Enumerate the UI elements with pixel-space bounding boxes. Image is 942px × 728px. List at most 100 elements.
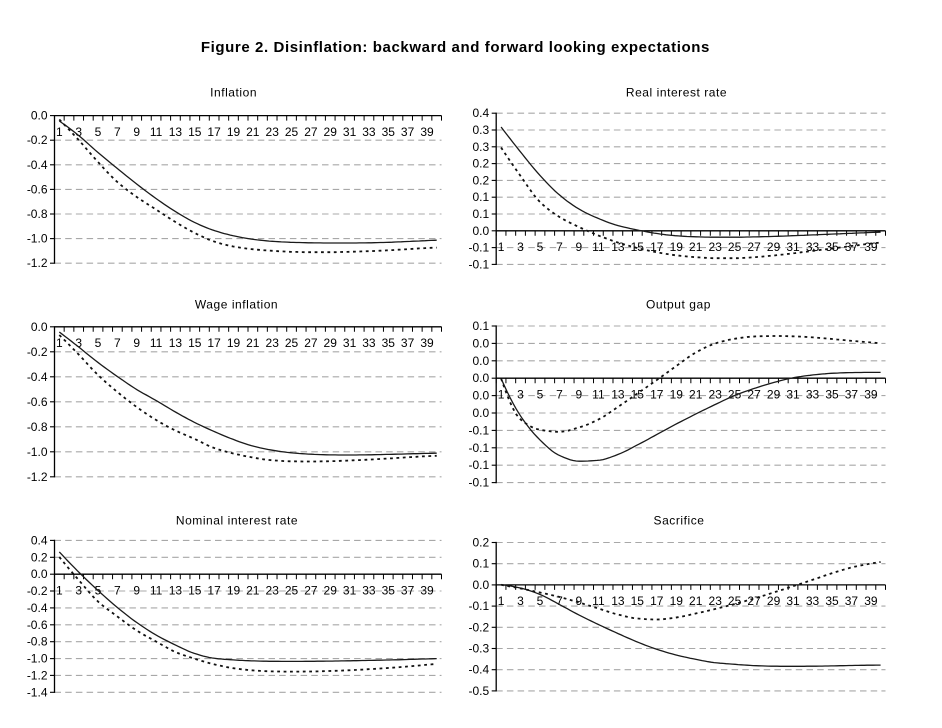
svg-text:15: 15 xyxy=(188,584,202,598)
svg-text:13: 13 xyxy=(169,125,183,139)
svg-text:-0.1: -0.1 xyxy=(469,458,490,472)
svg-text:11: 11 xyxy=(592,594,605,608)
svg-text:35: 35 xyxy=(825,388,839,402)
svg-text:19: 19 xyxy=(670,594,684,608)
svg-text:-0.4: -0.4 xyxy=(469,663,490,677)
svg-text:25: 25 xyxy=(285,584,299,598)
svg-text:33: 33 xyxy=(806,594,820,608)
svg-text:27: 27 xyxy=(747,240,761,254)
svg-text:23: 23 xyxy=(266,125,280,139)
svg-text:13: 13 xyxy=(611,240,625,254)
svg-text:9: 9 xyxy=(576,388,583,402)
svg-text:23: 23 xyxy=(709,388,723,402)
svg-text:11: 11 xyxy=(150,336,163,350)
svg-text:21: 21 xyxy=(246,125,260,139)
svg-text:Output gap: Output gap xyxy=(646,298,711,312)
svg-text:-1.2: -1.2 xyxy=(27,668,48,682)
svg-text:33: 33 xyxy=(362,584,376,598)
svg-text:15: 15 xyxy=(188,336,202,350)
svg-text:3: 3 xyxy=(517,388,524,402)
svg-text:31: 31 xyxy=(786,594,800,608)
svg-text:Figure 2. Disinflation: backwa: Figure 2. Disinflation: backward and for… xyxy=(201,39,710,56)
svg-text:27: 27 xyxy=(747,388,761,402)
svg-text:23: 23 xyxy=(266,584,280,598)
svg-text:9: 9 xyxy=(576,594,583,608)
svg-text:Real interest rate: Real interest rate xyxy=(626,86,727,100)
svg-text:37: 37 xyxy=(401,125,415,139)
svg-text:37: 37 xyxy=(401,584,415,598)
svg-text:0.4: 0.4 xyxy=(31,533,48,547)
svg-text:27: 27 xyxy=(304,336,318,350)
svg-text:7: 7 xyxy=(556,594,563,608)
svg-text:-0.1: -0.1 xyxy=(469,441,490,455)
svg-text:21: 21 xyxy=(689,594,703,608)
svg-text:-0.3: -0.3 xyxy=(469,642,490,656)
svg-text:1: 1 xyxy=(498,240,505,254)
svg-text:39: 39 xyxy=(420,125,434,139)
svg-text:19: 19 xyxy=(227,125,241,139)
svg-text:-0.1: -0.1 xyxy=(469,423,490,437)
svg-text:31: 31 xyxy=(343,336,357,350)
svg-text:33: 33 xyxy=(806,388,820,402)
svg-text:39: 39 xyxy=(420,336,434,350)
svg-text:5: 5 xyxy=(537,594,544,608)
svg-text:17: 17 xyxy=(650,388,664,402)
svg-text:21: 21 xyxy=(246,584,260,598)
svg-text:17: 17 xyxy=(207,584,221,598)
svg-text:0.2: 0.2 xyxy=(473,157,490,171)
svg-text:25: 25 xyxy=(285,336,299,350)
svg-text:21: 21 xyxy=(689,388,703,402)
svg-text:17: 17 xyxy=(650,240,664,254)
svg-text:9: 9 xyxy=(576,240,583,254)
svg-text:35: 35 xyxy=(825,240,839,254)
svg-text:15: 15 xyxy=(631,594,645,608)
svg-text:1: 1 xyxy=(56,125,63,139)
svg-text:0.0: 0.0 xyxy=(473,371,490,385)
svg-text:19: 19 xyxy=(227,336,241,350)
svg-text:3: 3 xyxy=(75,125,82,139)
svg-text:35: 35 xyxy=(382,125,396,139)
svg-text:5: 5 xyxy=(537,240,544,254)
svg-text:5: 5 xyxy=(537,388,544,402)
svg-text:13: 13 xyxy=(611,388,625,402)
svg-text:-0.5: -0.5 xyxy=(469,684,490,698)
svg-text:19: 19 xyxy=(227,584,241,598)
svg-text:-0.6: -0.6 xyxy=(27,395,48,409)
svg-text:0.0: 0.0 xyxy=(473,354,490,368)
svg-text:-1.2: -1.2 xyxy=(27,256,48,270)
svg-text:31: 31 xyxy=(343,584,357,598)
svg-text:0.0: 0.0 xyxy=(473,224,490,238)
svg-text:11: 11 xyxy=(150,125,163,139)
svg-text:29: 29 xyxy=(767,594,781,608)
svg-text:-1.2: -1.2 xyxy=(27,470,48,484)
svg-text:29: 29 xyxy=(767,388,781,402)
svg-text:-1.4: -1.4 xyxy=(27,685,48,699)
svg-text:39: 39 xyxy=(864,388,878,402)
svg-text:17: 17 xyxy=(207,336,221,350)
svg-text:0.2: 0.2 xyxy=(31,550,48,564)
svg-text:29: 29 xyxy=(324,125,338,139)
svg-text:-0.4: -0.4 xyxy=(27,370,48,384)
svg-text:-0.8: -0.8 xyxy=(27,635,48,649)
svg-text:7: 7 xyxy=(114,584,121,598)
svg-text:29: 29 xyxy=(324,584,338,598)
svg-text:29: 29 xyxy=(767,240,781,254)
svg-text:0.0: 0.0 xyxy=(31,567,48,581)
svg-text:17: 17 xyxy=(207,125,221,139)
svg-text:-0.8: -0.8 xyxy=(27,207,48,221)
svg-text:-0.1: -0.1 xyxy=(469,257,490,271)
svg-text:7: 7 xyxy=(556,388,563,402)
svg-text:25: 25 xyxy=(728,388,742,402)
svg-text:23: 23 xyxy=(266,336,280,350)
svg-text:0.1: 0.1 xyxy=(473,319,490,333)
svg-text:31: 31 xyxy=(786,388,800,402)
svg-text:-0.1: -0.1 xyxy=(469,476,490,490)
svg-text:33: 33 xyxy=(806,240,820,254)
svg-text:0.0: 0.0 xyxy=(473,336,490,350)
svg-text:31: 31 xyxy=(786,240,800,254)
svg-text:27: 27 xyxy=(304,125,318,139)
svg-text:-0.2: -0.2 xyxy=(469,620,490,634)
svg-text:5: 5 xyxy=(95,125,102,139)
svg-text:Wage inflation: Wage inflation xyxy=(195,298,278,312)
svg-text:3: 3 xyxy=(75,584,82,598)
